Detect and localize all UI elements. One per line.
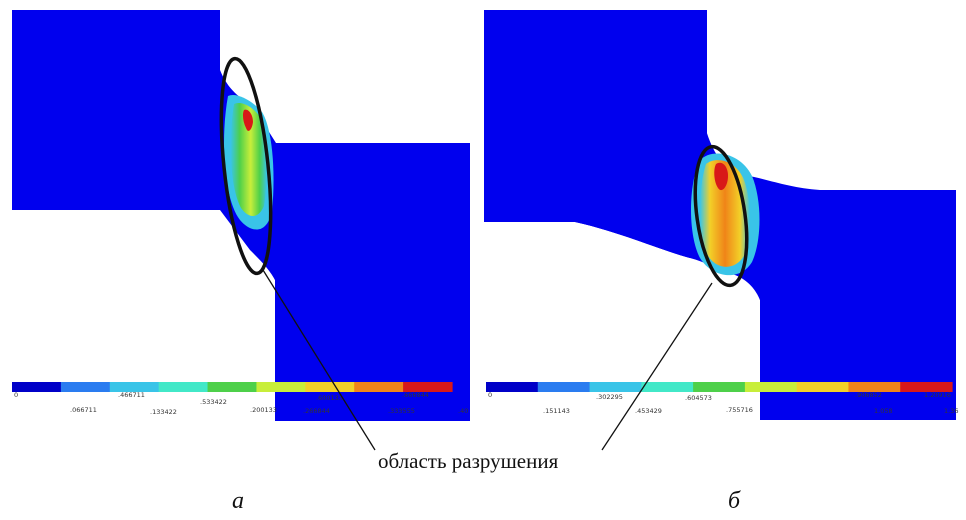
scale-b-top-3: .906852 [855, 391, 882, 399]
callout-leader-a [262, 269, 376, 451]
scale-a-bottom-4: .266844 [303, 407, 330, 415]
failure-zone-ellipse-b [693, 144, 749, 288]
panel-a: 0 .466711 .533422 .600133 .666844 .06671… [12, 10, 470, 514]
panel-b: 0 .302295 .604573 .906852 1.20916 .15114… [484, 10, 958, 514]
panel-letter-a: а [232, 488, 244, 514]
scale-swatch [305, 382, 355, 392]
scale-a-bottom-3: .200133 [250, 406, 277, 414]
scale-swatch [109, 382, 160, 392]
scale-a-bottom-6: .40 [458, 407, 468, 415]
stress-peak-b [714, 162, 728, 191]
scale-swatch [158, 382, 209, 392]
scale-swatch [693, 382, 746, 392]
callout-leader-b [601, 282, 713, 451]
stress-zone-inner-a [230, 102, 267, 216]
scale-swatch [641, 382, 694, 392]
scale-swatch [60, 382, 111, 392]
scale-swatch [744, 382, 798, 392]
scale-swatch [256, 382, 306, 392]
scale-a-top-2: .533422 [200, 398, 227, 406]
scale-b-top-4: 1.20916 [924, 391, 951, 399]
stress-peak-a [242, 109, 253, 131]
scale-a-bottom-2: .133422 [150, 408, 177, 416]
scale-swatch [354, 382, 404, 392]
scale-a-zero: 0 [14, 391, 18, 399]
left-block-a [12, 10, 220, 210]
panel-letter-b: б [728, 488, 741, 514]
scale-swatch [848, 382, 901, 392]
scale-swatch [403, 382, 453, 392]
scale-b-bottom-4: 1.058 [874, 407, 893, 415]
scale-b-bottom-2: .453429 [635, 407, 662, 415]
scale-a-top-3: .600133 [316, 394, 343, 402]
color-scale-b [486, 382, 953, 392]
scale-b-bottom-3: .755716 [726, 406, 753, 414]
scale-swatch [207, 382, 258, 392]
scale-swatch [537, 382, 591, 392]
scale-swatch [12, 382, 62, 392]
scale-b-zero: 0 [488, 391, 492, 399]
color-scale-a [12, 382, 453, 392]
scale-swatch [900, 382, 953, 392]
scale-b-bottom-1: .151143 [543, 407, 570, 415]
scale-a-top-1: .466711 [118, 391, 145, 399]
scale-swatch [486, 382, 539, 392]
scale-b-bottom-5: 1.36 [944, 407, 958, 415]
scale-b-top-1: .302295 [596, 393, 623, 401]
scale-b-top-2: .604573 [685, 394, 712, 402]
scale-swatch [589, 382, 642, 392]
stress-zone-inner-b [700, 160, 750, 267]
failure-zone-ellipse-a [219, 56, 273, 276]
left-block-b [484, 10, 707, 222]
scale-a-bottom-5: .333555 [388, 407, 415, 415]
scale-a-top-4: .666844 [402, 391, 429, 399]
callout-label: область разрушения [378, 449, 559, 473]
scale-swatch [796, 382, 850, 392]
scale-a-bottom-1: .066711 [70, 406, 97, 414]
right-block-a [275, 143, 470, 421]
